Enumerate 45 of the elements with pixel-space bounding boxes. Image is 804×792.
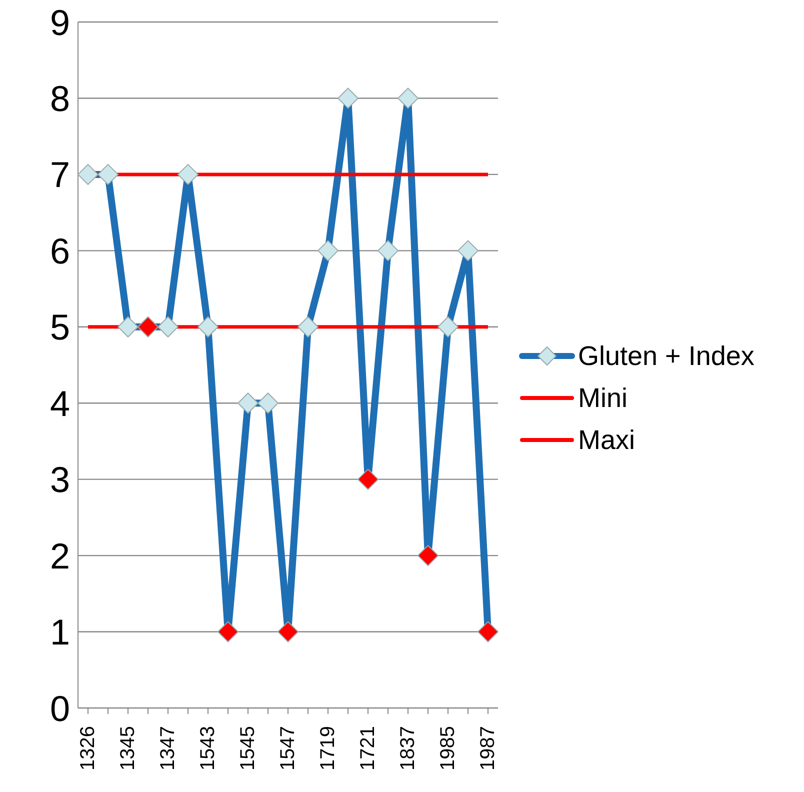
- point: [338, 88, 358, 109]
- y-tick-label: 0: [50, 688, 70, 729]
- y-tick-label: 4: [50, 382, 70, 424]
- point: [418, 545, 438, 566]
- x-tick-label: 1545: [237, 726, 259, 770]
- legend-label: Mini: [578, 382, 628, 414]
- x-tick-label: 1347: [157, 726, 179, 770]
- x-tick-label: 1547: [277, 726, 299, 770]
- y-tick-label: 2: [50, 535, 70, 576]
- point: [138, 316, 158, 338]
- y-tick-label: 9: [50, 2, 70, 43]
- point: [218, 621, 238, 642]
- point: [298, 316, 318, 338]
- x-tick-label: 1326: [77, 726, 99, 770]
- point: [458, 240, 478, 262]
- y-tick-label: 7: [50, 154, 70, 196]
- point: [478, 621, 498, 642]
- point: [98, 164, 118, 185]
- point: [318, 240, 338, 262]
- legend-label: Maxi: [578, 424, 636, 456]
- x-tick-label: 1987: [477, 726, 499, 770]
- point: [118, 316, 138, 338]
- legend-label: Gluten + Index: [578, 340, 754, 372]
- point: [158, 316, 178, 338]
- point: [438, 316, 458, 338]
- y-tick-label: 6: [50, 230, 70, 272]
- x-tick-label: 1721: [357, 726, 379, 770]
- point: [358, 468, 378, 490]
- x-tick-label: 1345: [117, 726, 139, 770]
- point: [238, 392, 258, 414]
- x-tick-label: 1837: [397, 726, 419, 770]
- y-tick-label: 1: [50, 612, 70, 653]
- point: [198, 316, 218, 338]
- y-tick-label: 8: [50, 78, 70, 119]
- point: [278, 621, 298, 642]
- point: [378, 240, 398, 262]
- point: [398, 88, 418, 109]
- point: [258, 392, 278, 414]
- point: [78, 164, 98, 185]
- x-tick-label: 1719: [317, 726, 339, 770]
- x-tick-label: 1543: [197, 726, 219, 770]
- y-tick-label: 5: [50, 306, 70, 348]
- point: [178, 164, 198, 185]
- y-tick-label: 3: [50, 459, 70, 500]
- x-tick-label: 1985: [437, 726, 459, 770]
